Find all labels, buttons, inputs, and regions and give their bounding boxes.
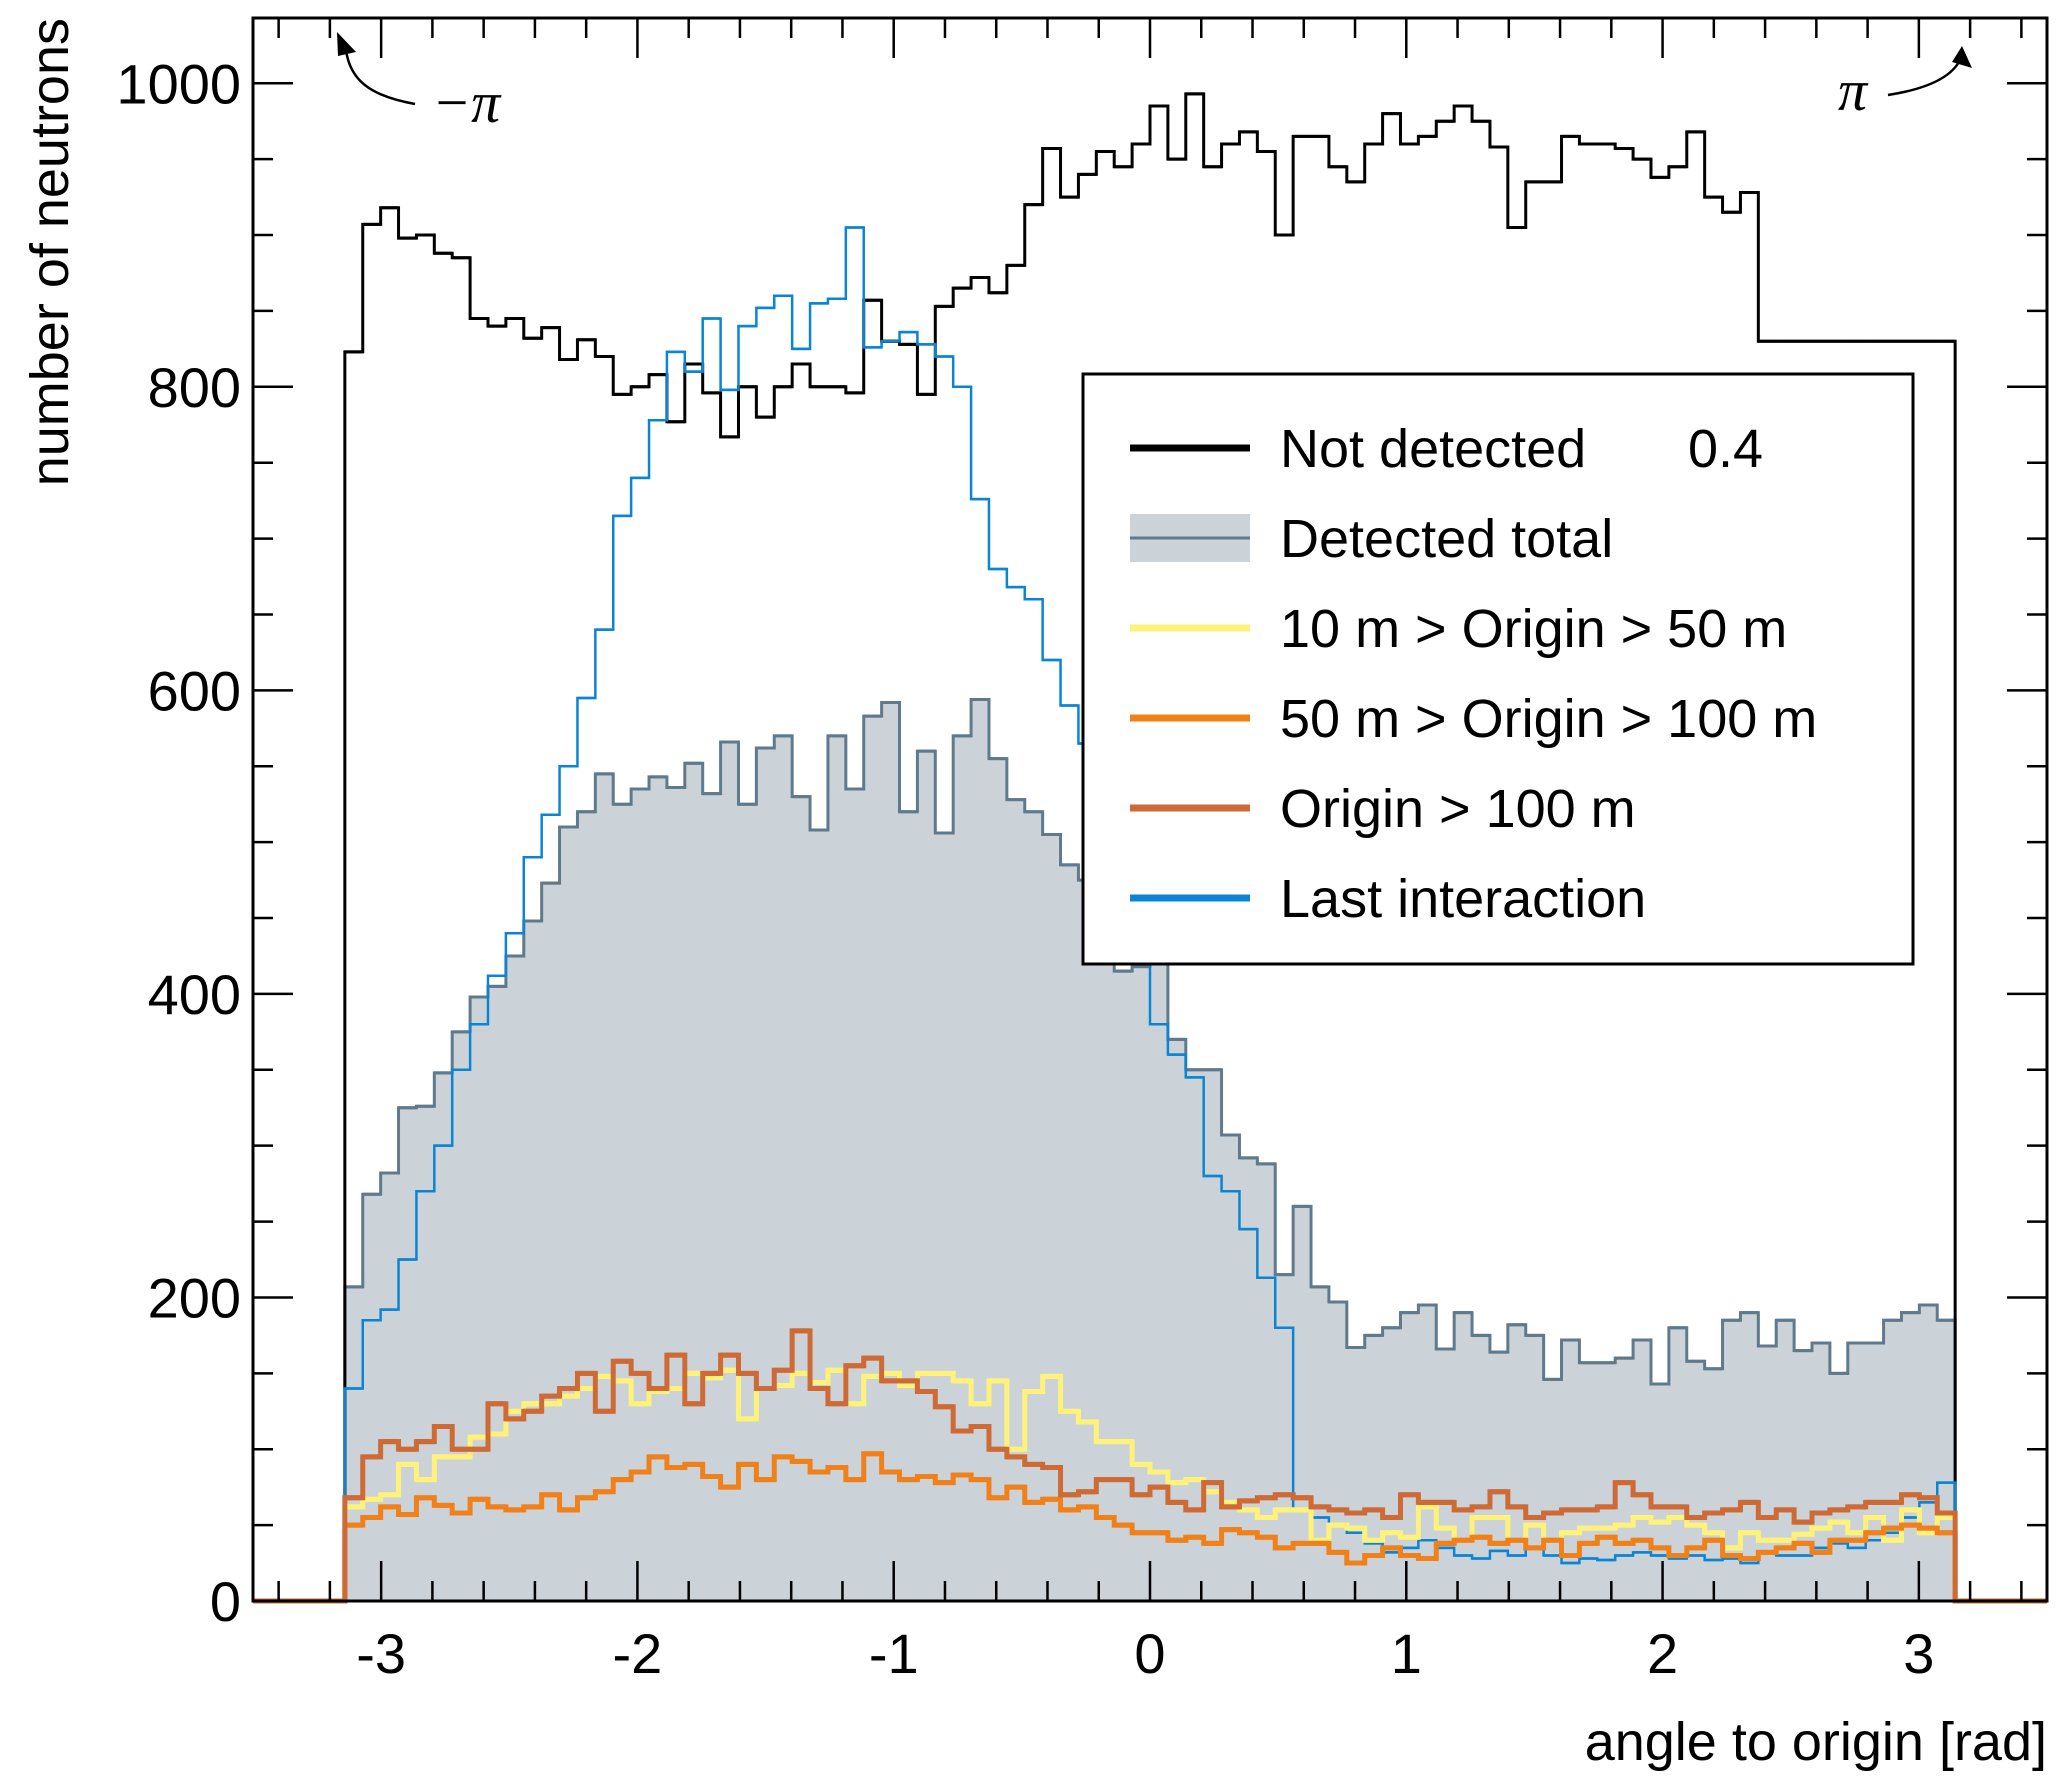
x-tick-label: -2 [613,1622,663,1685]
legend-label: Origin > 100 m [1280,779,1636,839]
legend-label: Not detected [1280,419,1586,479]
series-outline [253,1328,2047,1604]
pi-label: π [1838,58,1869,123]
x-tick-label: 1 [1391,1622,1422,1685]
y-tick-label: 1000 [116,52,241,115]
axis-ticks [253,18,2047,1603]
arrow-curve-icon [1887,59,1962,97]
series-layer [253,92,2047,1604]
y-tick-label: 600 [148,659,241,722]
legend: Not detected 0.4 Detected total 10 m > Orig… [1081,372,1915,966]
x-tick-label: 2 [1647,1622,1678,1685]
y-axis-title: number of neutrons [20,18,80,486]
legend-box [1081,372,1915,966]
legend-label: Last interaction [1280,869,1646,929]
legend-item: Not detected 0.4 [1130,419,1763,479]
series-outline [253,92,2047,1603]
legend-label: Detected total [1280,509,1613,569]
x-tick-label: -3 [356,1622,406,1685]
arrowhead-icon [1952,46,1972,68]
y-tick-labels: 0 200 400 600 800 1000 [116,52,241,1633]
x-tick-label: 3 [1903,1622,1934,1685]
legend-scale-factor: 0.4 [1688,419,1763,479]
legend-item: 50 m > Origin > 100 m [1130,689,1817,749]
y-tick-label: 200 [148,1266,241,1329]
legend-label: 10 m > Origin > 50 m [1280,599,1787,659]
legend-item: 10 m > Origin > 50 m [1130,599,1787,659]
minus-pi-label: −π [432,70,502,135]
x-tick-labels: -3 -2 -1 0 1 2 3 [356,1622,1934,1685]
legend-label: 50 m > Origin > 100 m [1280,689,1817,749]
series-50-m-origin-100-m [253,1451,2047,1604]
y-tick-label: 800 [148,356,241,419]
x-tick-label: 0 [1134,1622,1165,1685]
y-tick-label: 400 [148,963,241,1026]
series-origin-100-m [253,1328,2047,1604]
x-axis-title: angle to origin [rad] [1585,1712,2047,1772]
series-not-detected [253,92,2047,1603]
arrowhead-icon [337,32,356,56]
series-outline [253,1451,2047,1604]
legend-item: Origin > 100 m [1130,779,1636,839]
legend-item: Detected total [1130,509,1613,569]
annotation-minus-pi: −π [337,32,502,135]
arrow-curve-icon [344,49,416,106]
x-tick-label: -1 [869,1622,919,1685]
series-outline [253,697,2047,1603]
annotation-pi: π [1838,46,1972,123]
legend-item: Last interaction [1130,869,1646,929]
y-tick-label: 0 [210,1570,241,1633]
